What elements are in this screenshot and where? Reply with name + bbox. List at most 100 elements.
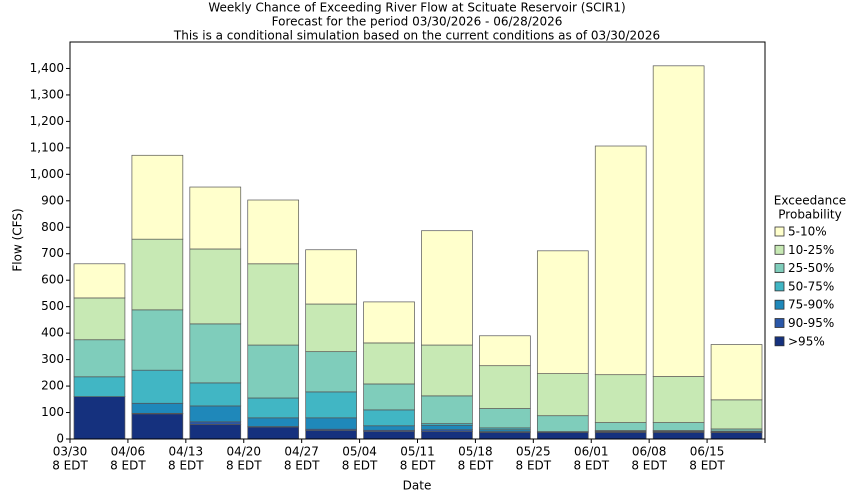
x-tick-label: 05/18 [458, 445, 493, 459]
bar-segment [73, 263, 126, 299]
legend-label: >95% [788, 334, 825, 348]
x-tick-label: 04/20 [226, 445, 261, 459]
legend-label: 5-10% [788, 225, 827, 239]
y-axis-label: Flow (CFS) [11, 208, 25, 271]
bar-segment [363, 342, 415, 385]
x-tick-sublabel: 8 EDT [110, 459, 146, 473]
y-tick-label: 1,100 [30, 140, 64, 154]
x-tick-label: 04/06 [111, 445, 146, 459]
bar-segment [710, 432, 763, 440]
bar-segment [305, 249, 357, 305]
y-tick-label: 200 [41, 379, 64, 393]
bar-segment [594, 374, 647, 423]
bar-segment [479, 408, 531, 429]
y-tick-label: 800 [41, 220, 64, 234]
bar-segment [421, 424, 473, 431]
y-tick-label: 400 [41, 326, 64, 340]
bar-segment [189, 323, 242, 384]
legend-label: 75-90% [788, 298, 834, 312]
x-tick-sublabel: 8 EDT [168, 459, 204, 473]
x-tick-label: 05/04 [342, 445, 377, 459]
x-tick-sublabel: 8 EDT [516, 459, 552, 473]
bar-segment [73, 396, 126, 440]
plot-frame [69, 41, 766, 440]
bar-segment [131, 369, 184, 404]
x-axis-label: Date [403, 479, 432, 493]
bar-segment [247, 199, 300, 265]
chart-title: Weekly Chance of Exceeding River Flow at… [208, 1, 625, 15]
legend-title: Exceedance [774, 194, 846, 208]
y-tick-label: 1,000 [30, 167, 64, 181]
y-tick-label: 1,300 [30, 87, 64, 101]
x-tick-label: 03/30 [53, 445, 88, 459]
bar-segment [73, 376, 126, 398]
x-tick-sublabel: 8 EDT [342, 459, 378, 473]
bar-segment [536, 250, 589, 374]
bar-segment [189, 424, 242, 440]
x-tick-sublabel: 8 EDT [573, 459, 609, 473]
bar-segment [363, 301, 415, 344]
y-tick-label: 100 [41, 405, 64, 419]
x-tick-label: 05/25 [516, 445, 551, 459]
legend-title: Probability [778, 208, 841, 222]
bar-segment [73, 339, 126, 378]
bar-segment [652, 432, 705, 440]
bar-segment [479, 365, 531, 409]
bar-segment [247, 344, 300, 399]
bar-segment [189, 421, 242, 425]
bar-segment [247, 426, 300, 440]
bar-segment [131, 238, 184, 311]
legend-label: 90-95% [788, 316, 834, 330]
y-tick-label: 1,400 [30, 61, 64, 75]
annotation: This is a conditional simulation based o… [173, 29, 660, 43]
x-tick-label: 05/11 [400, 445, 435, 459]
x-tick-label: 04/27 [284, 445, 319, 459]
bar-segment [131, 413, 184, 440]
bar-segment [363, 431, 415, 440]
x-tick-label: 06/15 [690, 445, 725, 459]
legend-swatch [774, 263, 785, 274]
legend-swatch [774, 336, 785, 347]
bar-segment [594, 422, 647, 431]
bar-segment [652, 376, 705, 423]
legend-swatch [774, 244, 785, 255]
x-tick-label: 04/13 [169, 445, 204, 459]
x-tick-sublabel: 8 EDT [226, 459, 262, 473]
bar-segment [305, 351, 357, 393]
bar-segment [131, 154, 184, 240]
y-tick-label: 0 [56, 432, 64, 446]
bar-segment [710, 344, 763, 401]
legend-swatch [774, 299, 785, 310]
legend-label: 10-25% [788, 243, 834, 257]
legend-label: 25-50% [788, 261, 834, 275]
x-tick-label: 06/01 [574, 445, 609, 459]
legend-swatch [774, 281, 785, 292]
bar-segment [247, 417, 300, 427]
y-tick-label: 300 [41, 352, 64, 366]
legend-swatch [774, 226, 785, 237]
y-tick-label: 900 [41, 193, 64, 207]
bar-segment [247, 397, 300, 419]
bar-segment [305, 391, 357, 419]
bar-segment [421, 344, 473, 397]
bar-segment [73, 297, 126, 341]
bar-segment [363, 409, 415, 427]
bar-segment [479, 432, 531, 440]
bar-segment [536, 373, 589, 417]
bar-segment [189, 382, 242, 407]
chart-subtitle: Forecast for the period 03/30/2026 - 06/… [272, 15, 563, 29]
legend-label: 50-75% [788, 279, 834, 293]
bar-segment [189, 248, 242, 325]
x-tick-sublabel: 8 EDT [52, 459, 88, 473]
bar-segment [536, 415, 589, 432]
y-tick-label: 500 [41, 299, 64, 313]
bar-segment [189, 405, 242, 423]
x-tick-sublabel: 8 EDT [631, 459, 667, 473]
bar-segment [710, 399, 763, 430]
x-tick-sublabel: 8 EDT [400, 459, 436, 473]
bar-segment [189, 186, 242, 250]
bar-segment [363, 383, 415, 411]
x-tick-sublabel: 8 EDT [689, 459, 725, 473]
bar-segment [594, 145, 647, 376]
